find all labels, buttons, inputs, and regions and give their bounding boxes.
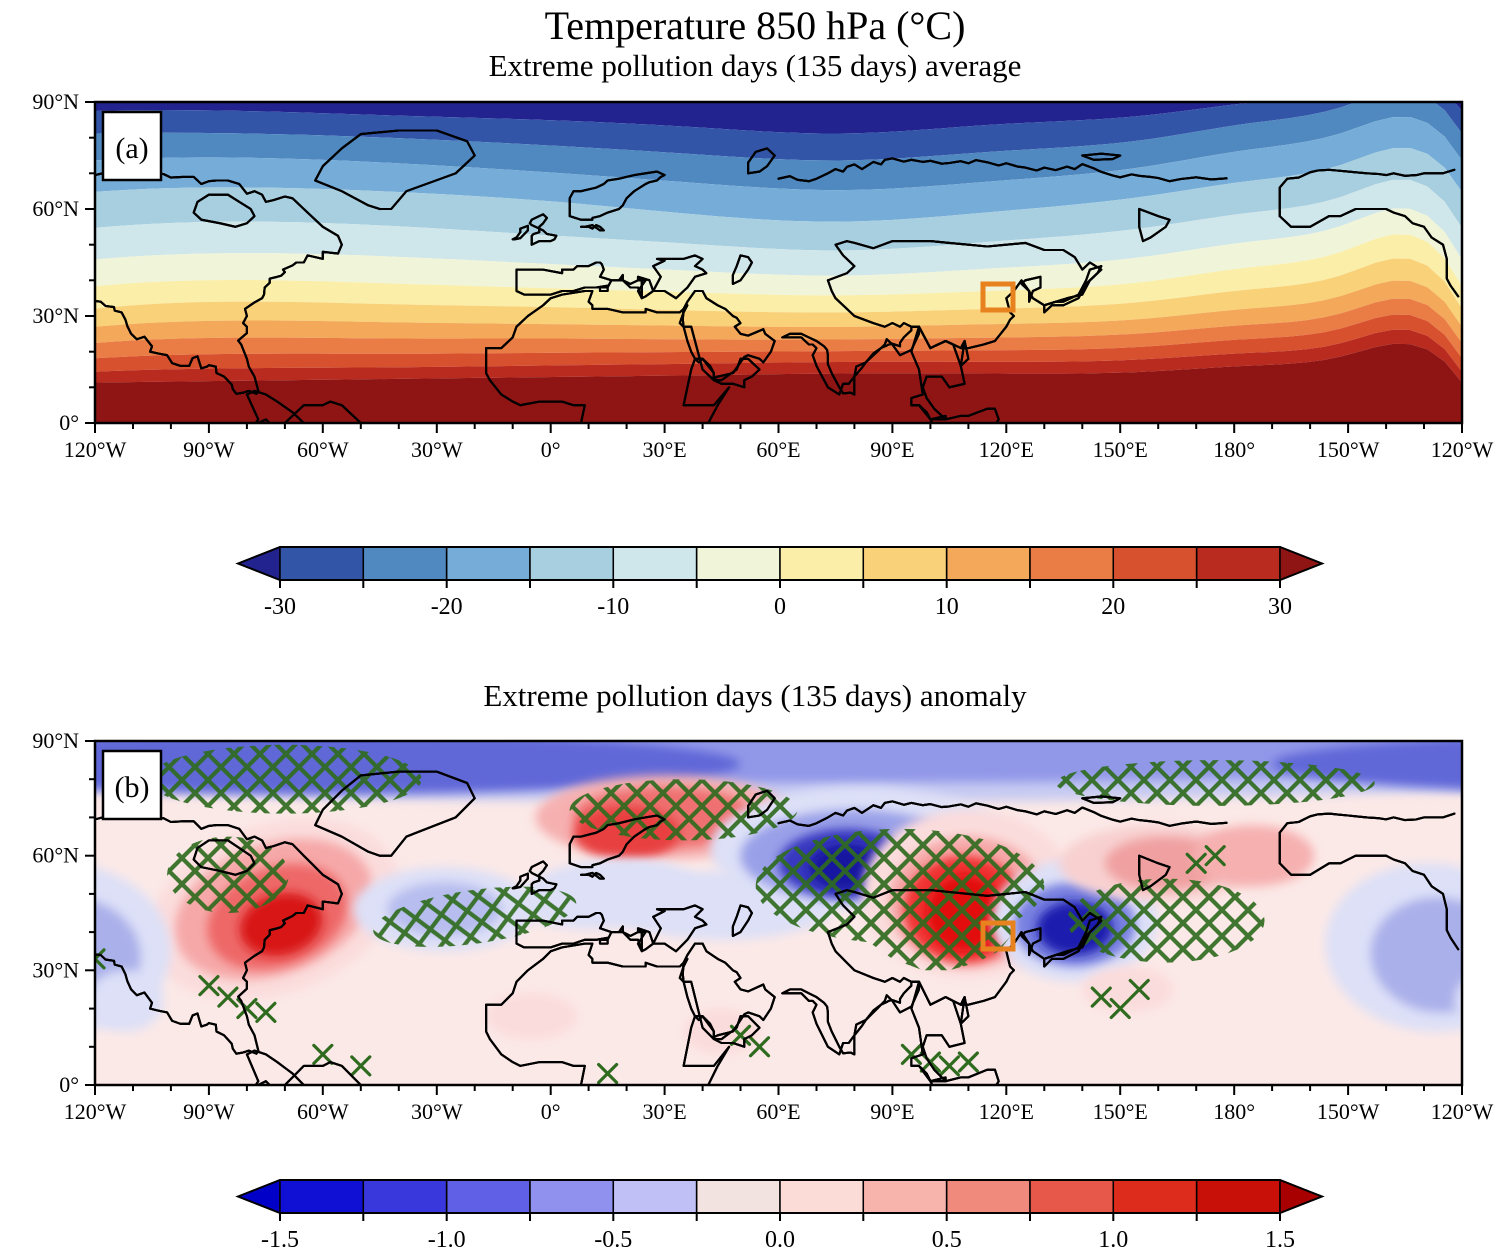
svg-text:30°N: 30°N [32,957,79,982]
svg-text:90°W: 90°W [183,437,235,462]
svg-text:60°N: 60°N [32,843,79,868]
svg-text:150°W: 150°W [1317,437,1380,462]
svg-text:60°W: 60°W [297,437,349,462]
svg-text:90°N: 90°N [32,728,79,753]
svg-text:90°E: 90°E [870,1099,914,1124]
svg-text:30°E: 30°E [642,437,686,462]
svg-text:90°W: 90°W [183,1099,235,1124]
svg-text:90°N: 90°N [32,89,79,114]
svg-text:120°W: 120°W [64,437,127,462]
svg-text:-1.5: -1.5 [261,1227,299,1253]
svg-text:0°: 0° [541,437,561,462]
svg-text:1.0: 1.0 [1098,1227,1128,1253]
svg-text:20: 20 [1101,594,1125,620]
svg-text:150°W: 150°W [1317,1099,1380,1124]
svg-text:-20: -20 [431,594,463,620]
svg-text:-10: -10 [597,594,629,620]
svg-text:150°E: 150°E [1093,1099,1148,1124]
svg-text:90°E: 90°E [870,437,914,462]
svg-text:120°E: 120°E [979,1099,1034,1124]
svg-text:-1.0: -1.0 [428,1227,466,1253]
svg-text:150°E: 150°E [1093,437,1148,462]
svg-text:10: 10 [935,594,959,620]
svg-text:60°E: 60°E [756,1099,800,1124]
svg-text:0°: 0° [541,1099,561,1124]
svg-text:60°E: 60°E [756,437,800,462]
svg-text:-0.5: -0.5 [594,1227,632,1253]
svg-text:120°W: 120°W [1431,1099,1494,1124]
svg-text:30: 30 [1268,594,1292,620]
svg-text:1.5: 1.5 [1265,1227,1295,1253]
svg-text:0.5: 0.5 [932,1227,962,1253]
svg-text:(b): (b) [115,771,150,804]
svg-text:60°W: 60°W [297,1099,349,1124]
svg-text:0.0: 0.0 [765,1227,795,1253]
svg-text:30°N: 30°N [32,303,79,328]
svg-text:60°N: 60°N [32,196,79,221]
svg-text:120°W: 120°W [1431,437,1494,462]
svg-text:(a): (a) [115,132,148,165]
svg-text:30°E: 30°E [642,1099,686,1124]
svg-text:0°: 0° [59,1072,79,1097]
svg-text:180°: 180° [1213,437,1255,462]
svg-text:30°W: 30°W [411,1099,463,1124]
svg-text:0: 0 [774,594,786,620]
svg-text:180°: 180° [1213,1099,1255,1124]
svg-text:-30: -30 [264,594,296,620]
svg-text:0°: 0° [59,410,79,435]
svg-text:120°W: 120°W [64,1099,127,1124]
svg-text:30°W: 30°W [411,437,463,462]
svg-text:120°E: 120°E [979,437,1034,462]
